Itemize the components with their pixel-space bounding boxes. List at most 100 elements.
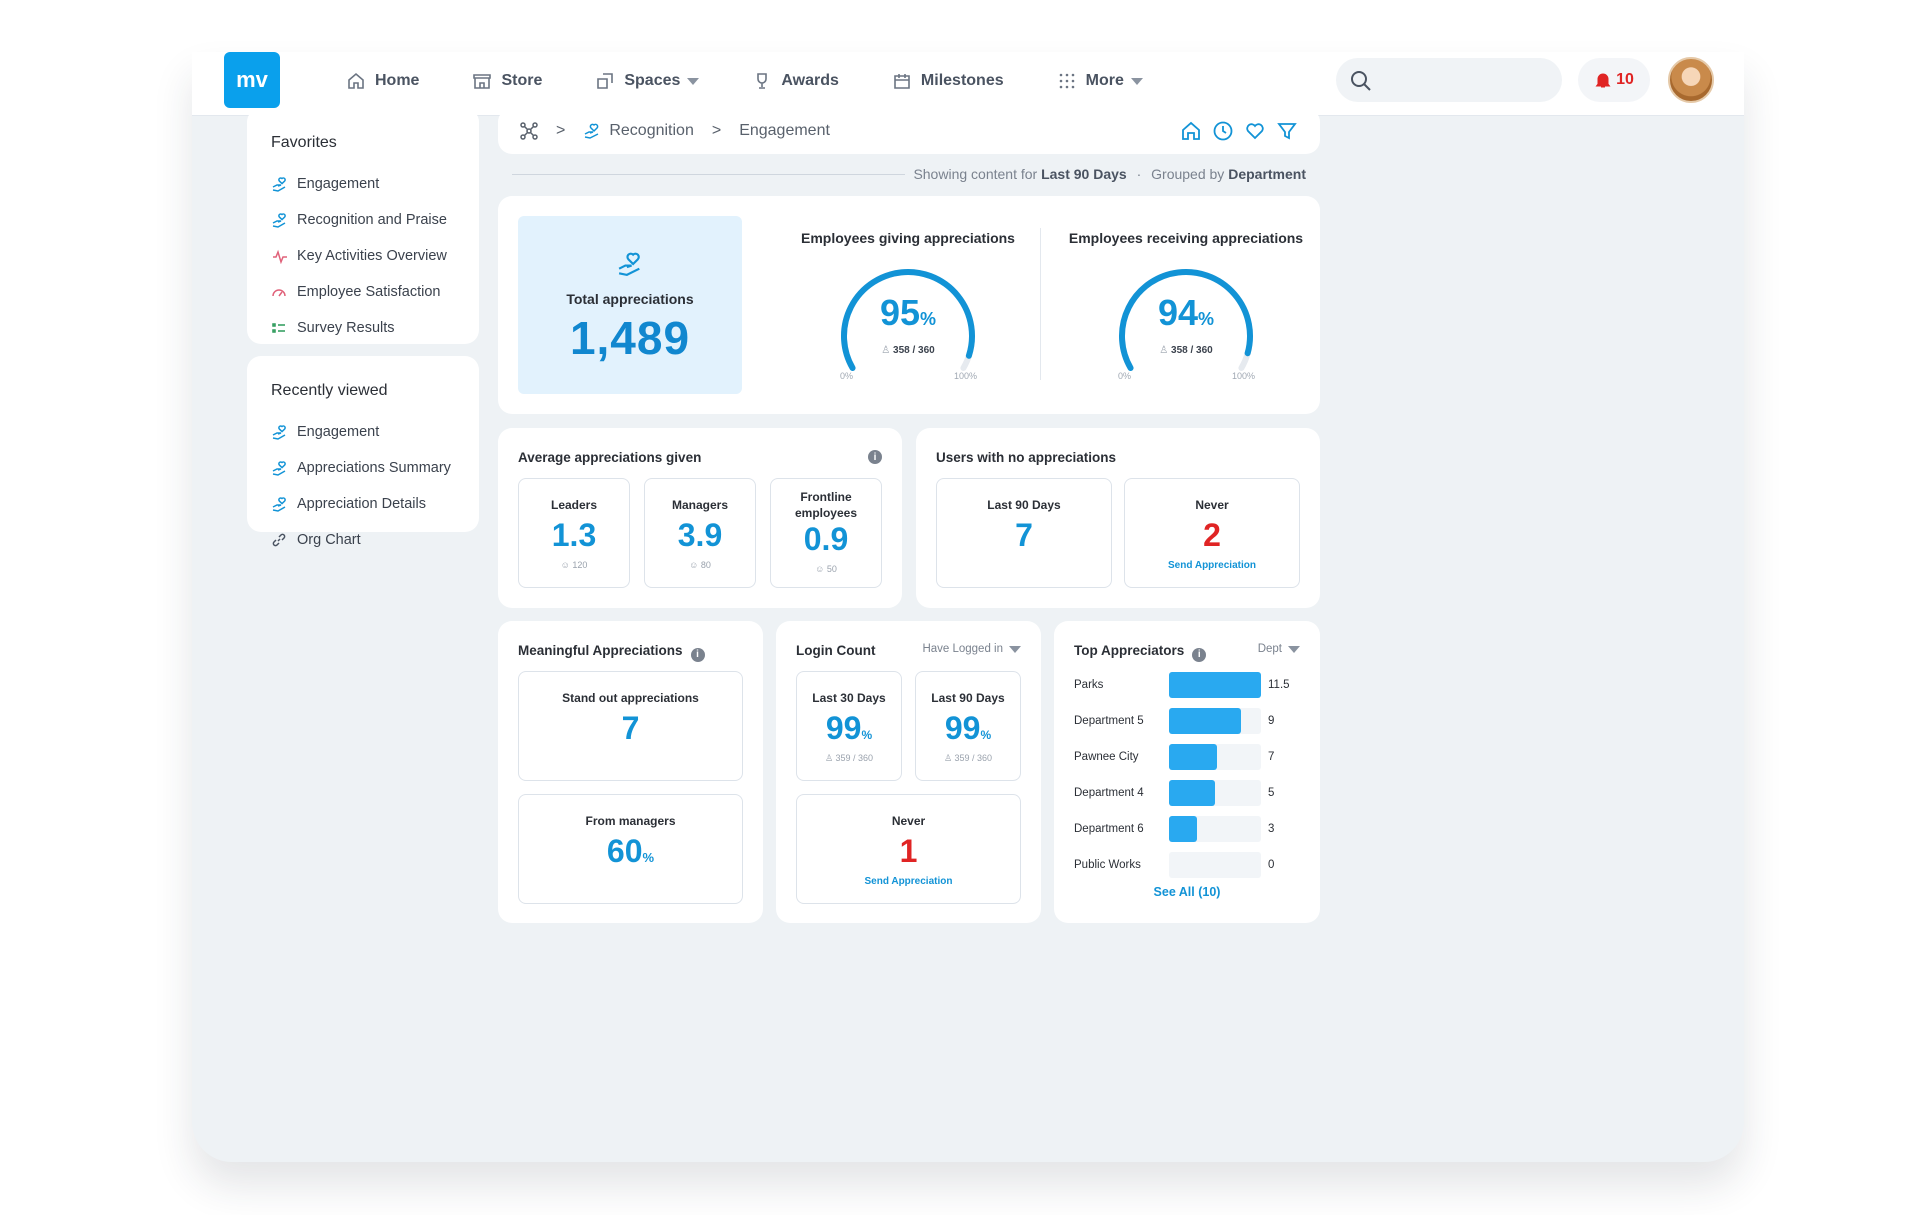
info-icon[interactable]: i xyxy=(868,450,882,464)
clock-icon[interactable] xyxy=(1212,120,1234,142)
recent-item[interactable]: Engagement xyxy=(247,414,479,450)
stat-standout[interactable]: Stand out appreciations 7 xyxy=(518,671,743,781)
trophy-icon xyxy=(757,73,768,89)
top-appreciator-row[interactable]: Department 6 3 xyxy=(1074,813,1364,845)
stat-standout-label: Stand out appreciations xyxy=(562,691,699,705)
stat-managers-label: Managers xyxy=(671,498,729,512)
notifications-button[interactable]: 10 xyxy=(1578,58,1650,102)
info-icon[interactable]: i xyxy=(1192,647,1207,662)
chevron-down-icon xyxy=(1130,77,1143,85)
top-appreciator-row[interactable]: Pawnee City 7 xyxy=(1074,741,1364,773)
nav-milestones-label: Milestones xyxy=(920,72,1004,89)
login-filter-label: Have Logged in xyxy=(922,643,1003,655)
favorites-item[interactable]: Engagement xyxy=(247,166,479,202)
breadcrumb-item-recognition[interactable]: Recognition xyxy=(609,122,694,139)
favorites-panel: Favorites Engagement Recognition and Prai… xyxy=(247,108,479,372)
stat-leaders[interactable]: Leaders 1.3 ☺ 120 xyxy=(518,478,630,588)
stat-standout-value: 7 xyxy=(621,710,640,746)
nav-home-label: Home xyxy=(375,72,420,89)
stat-login-never[interactable]: Never 1 Send Appreciation xyxy=(796,794,1021,904)
top-appreciator-name: Department 6 xyxy=(1074,823,1144,835)
app-logo[interactable]: mv xyxy=(224,52,280,108)
chevron-down-icon xyxy=(1288,645,1300,653)
stat-no-appreciations-last-90[interactable]: Last 90 Days 7 xyxy=(936,478,1112,588)
recent-item[interactable]: Appreciations Summary xyxy=(247,450,479,486)
grouped-prefix: Grouped by xyxy=(1151,166,1225,182)
org-chart-icon[interactable] xyxy=(520,122,538,140)
hand-heart-icon xyxy=(272,461,286,476)
favorites-item[interactable]: Key Activities Overview xyxy=(247,238,479,274)
store-icon xyxy=(473,74,492,89)
see-all-link[interactable]: See All (10) xyxy=(1153,885,1221,899)
stat-last-90-value: 7 xyxy=(1015,517,1033,553)
top-appreciator-bar-track xyxy=(1169,816,1261,842)
send-appreciation-link[interactable]: Send Appreciation xyxy=(864,876,953,887)
top-appreciator-row[interactable]: Department 5 9 xyxy=(1074,705,1364,737)
summary-card: Total appreciations 1,489 Employees givi… xyxy=(498,196,1320,414)
nav-more[interactable]: More xyxy=(1057,66,1143,96)
login-filter-dropdown[interactable]: Have Logged in xyxy=(922,643,1021,655)
stat-from-managers[interactable]: From managers 60% xyxy=(518,794,743,904)
favorites-item-label: Key Activities Overview xyxy=(297,248,447,264)
period-value[interactable]: Last 90 Days xyxy=(1041,166,1127,182)
nav-awards[interactable]: Awards xyxy=(752,66,839,96)
dashboard-window: mv Home Store Spaces Awards Milestones xyxy=(192,52,1744,1162)
stat-frontline[interactable]: Frontline employees 0.9 ☺ 50 xyxy=(770,478,882,588)
top-appreciator-row[interactable]: Public Works 0 xyxy=(1074,849,1364,881)
giving-gauge-min: 0% xyxy=(840,371,854,381)
top-appreciator-row[interactable]: Parks 11.5 xyxy=(1074,669,1364,701)
receiving-gauge-min: 0% xyxy=(1118,371,1132,381)
stat-leaders-value: 1.3 xyxy=(551,517,597,553)
gauge-icon xyxy=(272,289,286,297)
top-appreciator-row[interactable]: Department 4 5 xyxy=(1074,777,1364,809)
group-value[interactable]: Department xyxy=(1228,166,1306,182)
favorites-item[interactable]: Survey Results xyxy=(247,310,479,346)
hand-heart-icon xyxy=(272,425,286,440)
top-appreciator-bar xyxy=(1169,780,1215,806)
home-icon[interactable] xyxy=(1180,120,1202,142)
nav-store[interactable]: Store xyxy=(472,66,542,96)
favorites-list: Engagement Recognition and Praise Key Acti… xyxy=(247,166,479,382)
stat-login-90-label: Last 90 Days xyxy=(931,691,1005,705)
stat-login-last-90[interactable]: Last 90 Days 99% ♙ 359 / 360 xyxy=(915,671,1021,781)
meaningful-appreciations-card: Meaningful Appreciations i Stand out appr… xyxy=(498,621,763,923)
avatar[interactable] xyxy=(1668,57,1714,103)
recent-item[interactable]: Org Chart xyxy=(247,522,479,558)
divider xyxy=(1040,228,1041,380)
page-tools xyxy=(1180,120,1298,142)
checklist-icon xyxy=(272,323,285,333)
info-icon[interactable]: i xyxy=(690,647,705,662)
recent-item[interactable]: Appreciation Details xyxy=(247,486,479,522)
hand-heart-icon xyxy=(272,497,286,512)
stat-managers[interactable]: Managers 3.9 ☺ 80 xyxy=(644,478,756,588)
top-appreciator-value: 9 xyxy=(1268,715,1275,727)
stat-no-appreciations-never[interactable]: Never 2 Send Appreciation xyxy=(1124,478,1300,588)
giving-gauge: Employees giving appreciations 95% ♙ 358… xyxy=(778,196,1038,416)
separator-dot: · xyxy=(1136,166,1142,182)
total-appreciations-value: 1,489 xyxy=(569,312,691,364)
heart-icon[interactable] xyxy=(1244,120,1266,142)
top-appreciator-bar xyxy=(1169,744,1217,770)
favorites-item[interactable]: Employee Satisfaction xyxy=(247,274,479,310)
nav-spaces[interactable]: Spaces xyxy=(595,66,700,96)
hand-heart-icon xyxy=(272,213,286,228)
top-appreciator-bar xyxy=(1169,816,1197,842)
recently-viewed-list: Engagement Appreciations Summary Appreciat… xyxy=(247,414,479,558)
nav-home[interactable]: Home xyxy=(346,66,419,96)
filter-icon[interactable] xyxy=(1276,120,1298,142)
notifications-count: 10 xyxy=(1616,71,1634,88)
favorites-item[interactable]: Recognition and Praise xyxy=(247,202,479,238)
giving-gauge-max: 100% xyxy=(954,371,978,381)
top-appreciators-filter-dropdown[interactable]: Dept xyxy=(1258,643,1300,655)
top-appreciator-name: Parks xyxy=(1074,679,1104,691)
total-appreciations-tile[interactable]: Total appreciations 1,489 xyxy=(518,216,742,394)
nav-milestones[interactable]: Milestones xyxy=(892,66,1004,96)
breadcrumb-separator: > xyxy=(556,122,566,139)
users-no-appreciations-card: Users with no appreciations Last 90 Days… xyxy=(916,428,1320,608)
top-appreciator-value: 5 xyxy=(1268,787,1275,799)
content-filter-summary: Showing content for Last 90 Days · Group… xyxy=(905,166,1306,182)
search-input[interactable] xyxy=(1336,58,1562,102)
stat-login-30-count: ♙ 359 / 360 xyxy=(824,753,874,763)
stat-login-last-30[interactable]: Last 30 Days 99% ♙ 359 / 360 xyxy=(796,671,902,781)
send-appreciation-link[interactable]: Send Appreciation xyxy=(1168,560,1256,571)
